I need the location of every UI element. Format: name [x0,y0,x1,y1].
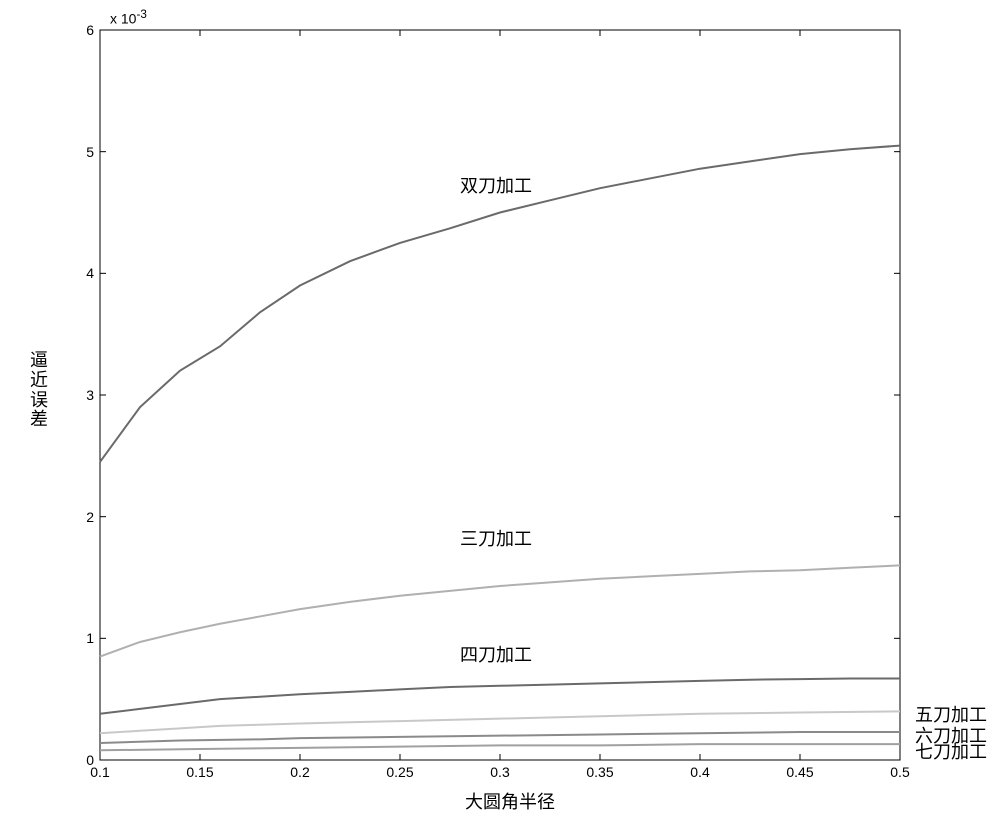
y-exponent-sup: -3 [136,8,146,21]
series-six-cut [100,732,900,743]
y-tick-label: 6 [86,22,94,38]
series-four-cut [100,678,900,713]
y-tick-label: 0 [86,752,94,768]
x-tick-label: 0.15 [185,764,215,780]
series-five-cut [100,711,900,733]
x-tick-label: 0.25 [385,764,415,780]
series-label-three-cut: 三刀加工 [460,525,532,551]
x-tick-label: 0.2 [285,764,315,780]
series-label-seven-cut: 七刀加工 [915,738,987,764]
y-tick-label: 5 [86,144,94,160]
x-axis-label: 大圆角半径 [450,788,570,814]
y-tick-label: 3 [86,387,94,403]
chart-container: x 10-3 逼近误差 大圆角半径 0.10.150.20.250.30.350… [0,0,1000,816]
x-tick-label: 0.45 [785,764,815,780]
x-tick-label: 0.5 [885,764,915,780]
x-tick-label: 0.35 [585,764,615,780]
y-tick-label: 1 [86,630,94,646]
y-tick-label: 2 [86,509,94,525]
y-axis-label: 逼近误差 [30,351,48,430]
plot-svg [0,0,1000,816]
x-tick-label: 0.4 [685,764,715,780]
y-tick-label: 4 [86,265,94,281]
y-exponent-label: x 10-3 [110,8,147,27]
x-tick-label: 0.3 [485,764,515,780]
series-label-four-cut: 四刀加工 [460,641,532,667]
y-exponent-base: x 10 [110,11,136,27]
series-label-two-cut: 双刀加工 [460,172,532,198]
series-seven-cut [100,744,900,750]
